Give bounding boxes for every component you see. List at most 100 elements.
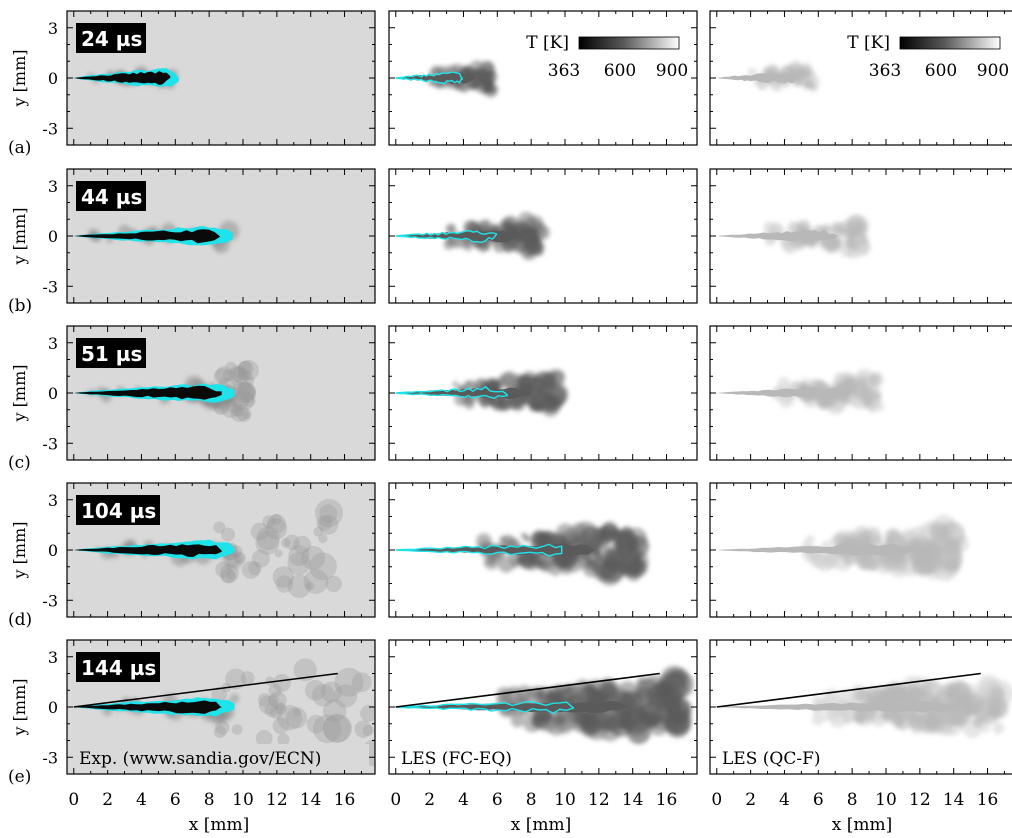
column-caption: LES (QC-F): [722, 749, 821, 769]
les-puff: [503, 219, 512, 229]
x-tick-label: 12: [588, 790, 610, 810]
column-caption: Exp. (www.sandia.gov/ECN): [79, 749, 321, 769]
vapor-puff: [267, 694, 280, 707]
time-badge: [76, 23, 146, 53]
les-puff: [980, 723, 990, 733]
x-tick-label: 12: [266, 790, 288, 810]
vapor-puff: [275, 702, 285, 712]
vapor-puff: [325, 575, 342, 593]
vapor-puff: [265, 676, 275, 686]
vapor-puff: [229, 367, 248, 386]
y-tick-label: -3: [42, 591, 58, 610]
temperature-colorbar: T [K] 363 600 900: [526, 33, 688, 81]
les-puff: [811, 695, 823, 707]
les-spray-core: [716, 543, 917, 557]
spray-layer: [716, 675, 1012, 739]
vapor-puff: [288, 544, 310, 567]
vapor-puff: [250, 522, 269, 541]
les-puff: [895, 717, 904, 725]
les-puff: [447, 85, 452, 90]
time-badge: [76, 338, 146, 368]
spray-layer: [73, 658, 375, 767]
vapor-puff: [233, 381, 255, 403]
les-puff: [972, 716, 984, 728]
les-puff: [797, 68, 810, 81]
vapor-puff: [213, 368, 230, 385]
vapor-puff: [242, 411, 251, 419]
vapor-puff: [229, 693, 240, 704]
les-puff: [988, 698, 1009, 719]
colorbar-tick-label: 600: [925, 61, 957, 81]
les-puff: [452, 381, 459, 388]
vapor-puff: [215, 366, 233, 383]
les-puff: [965, 704, 975, 715]
les-puff: [619, 714, 631, 725]
spray-layer: [395, 60, 499, 98]
les-puff: [842, 398, 849, 405]
vapor-puff: [248, 561, 262, 576]
les-puff: [523, 535, 531, 542]
panel-qcf-0: [709, 10, 1012, 146]
les-liquid-contour: [395, 543, 563, 557]
x-axis-label: x [mm]: [832, 815, 893, 835]
time-badge: [76, 181, 146, 211]
les-puff: [496, 396, 512, 412]
vapor-puff: [229, 365, 246, 382]
x-tick-label: 0: [68, 790, 79, 810]
vapor-puff: [309, 552, 337, 581]
vapor-puff: [233, 389, 255, 411]
y-tick-label: 0: [48, 69, 58, 88]
les-puff: [855, 688, 872, 705]
x-tick-label: 0: [711, 790, 722, 810]
y-axis-label: y [mm]: [10, 522, 29, 580]
y-axis-label: y [mm]: [10, 50, 29, 108]
vapor-puff: [272, 717, 289, 735]
x-tick-label: 6: [813, 790, 824, 810]
les-puff: [911, 546, 932, 567]
spray-layer: [395, 369, 568, 417]
panel-qcf-2: [709, 325, 1012, 461]
vapor-puff: [333, 684, 358, 708]
y-axis-label: y [mm]: [10, 365, 29, 423]
x-tick-label: 6: [170, 790, 181, 810]
colorbar-label: T [K]: [526, 33, 569, 53]
les-puff: [874, 392, 882, 401]
vapor-puff: [251, 549, 270, 568]
figure-annotations: (a) 3 0 -3 y [mm] (b) 3 0 -3 y [mm] (c) 3 0 -3 y [mm] (…: [8, 19, 1009, 835]
x-axis-label: x [mm]: [511, 815, 572, 835]
les-puff: [869, 373, 881, 385]
les-spray-core: [395, 700, 629, 714]
les-puff: [957, 690, 972, 704]
colorbar-tick-label: 900: [656, 61, 688, 81]
spreading-angle-line: [395, 672, 660, 708]
spray-layer: [716, 60, 820, 93]
les-puff: [787, 243, 793, 249]
vapor-puff: [276, 705, 303, 731]
les-puff: [869, 406, 877, 414]
les-puff: [920, 679, 943, 702]
vapor-puff: [238, 360, 252, 375]
row-letter: (e): [8, 767, 31, 787]
y-axis-label: y [mm]: [10, 208, 29, 266]
panel-fceq-4: LES (FC-EQ): [388, 639, 698, 775]
vapor-puff: [240, 671, 255, 685]
vapor-puff: [236, 383, 257, 403]
les-puff: [488, 399, 497, 408]
panel-exp-0: 24 µs: [66, 10, 376, 146]
x-tick-label: 10: [554, 790, 576, 810]
les-puff: [447, 225, 456, 234]
les-puff: [570, 534, 582, 545]
vapor-puff: [211, 686, 227, 703]
vapor-puff: [269, 706, 283, 719]
vapor-puff: [213, 521, 226, 534]
vapor-puff: [220, 568, 236, 584]
vapor-puff: [319, 504, 338, 523]
vapor-puff: [225, 668, 247, 690]
spray-layer: [73, 220, 240, 254]
les-puff: [603, 549, 626, 572]
colorbar-label: T [K]: [847, 33, 890, 53]
vapor-puff: [351, 672, 372, 693]
y-tick-label: -3: [42, 277, 58, 296]
panel-fceq-1: [388, 168, 698, 304]
les-puff: [486, 556, 496, 566]
